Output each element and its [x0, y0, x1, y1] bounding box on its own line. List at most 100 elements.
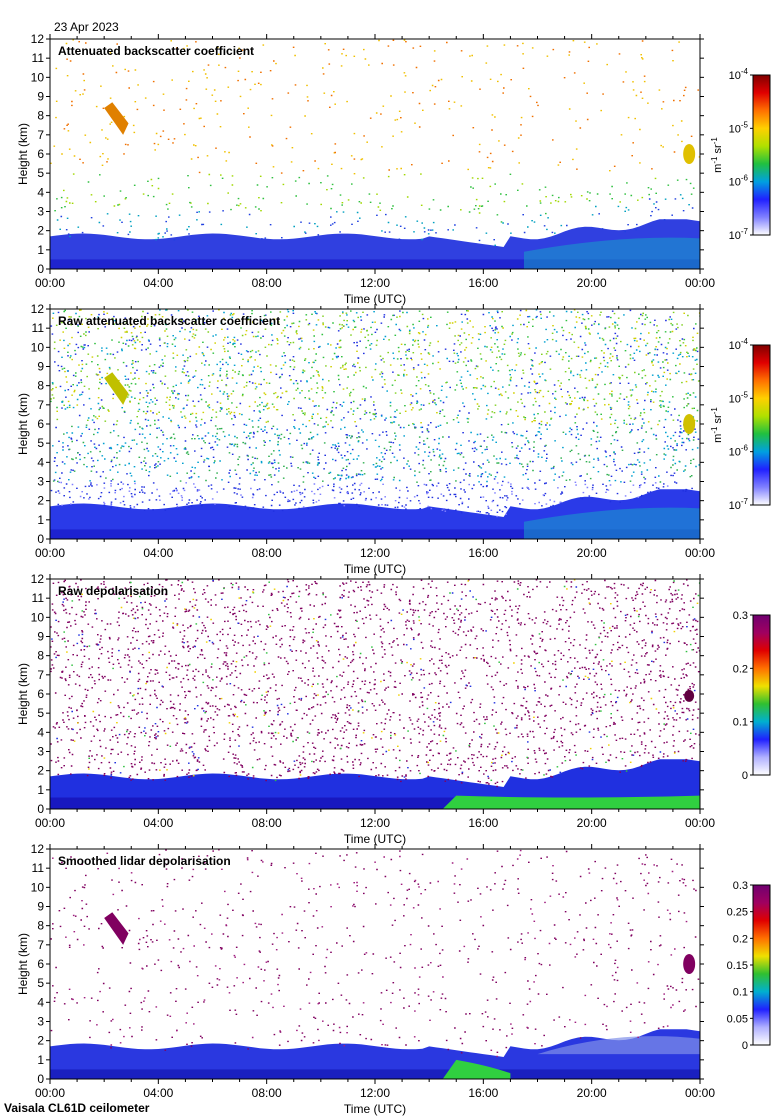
y-tick-label: 6	[37, 687, 44, 701]
y-tick-label: 10	[31, 70, 45, 84]
y-tick-label: 7	[37, 668, 44, 682]
x-tick-label: 04:00	[143, 276, 173, 290]
y-axis-label: Height (km)	[16, 933, 30, 995]
y-tick-label: 9	[37, 360, 44, 374]
y-tick-label: 4	[37, 185, 44, 199]
y-tick-label: 7	[37, 938, 44, 952]
x-tick-label: 00:00	[685, 816, 715, 830]
y-tick-label: 0	[37, 1072, 44, 1086]
y-tick-label: 7	[37, 128, 44, 142]
y-tick-label: 4	[37, 725, 44, 739]
y-tick-label: 12	[31, 572, 45, 586]
colorbar-label: m-1 sr-1	[710, 137, 724, 173]
y-tick-label: 11	[32, 591, 45, 605]
y-tick-label: 1	[37, 513, 44, 527]
surface-layer	[50, 797, 700, 809]
panel-3: Raw depolarisation0123456789101112Height…	[16, 572, 771, 846]
colorbar: 0.3 0.2 0.1 0	[733, 610, 771, 782]
y-tick-label: 0	[37, 262, 44, 276]
x-tick-label: 00:00	[35, 1086, 65, 1100]
y-tick-label: 1	[37, 783, 44, 797]
y-tick-label: 3	[37, 475, 44, 489]
panel-title: Smoothed lidar depolarisation	[58, 854, 231, 868]
y-tick-label: 6	[37, 957, 44, 971]
x-axis-label: Time (UTC)	[344, 832, 406, 846]
colorbar-tick-label: 0.15	[727, 960, 748, 972]
y-tick-label: 9	[37, 630, 44, 644]
x-tick-label: 08:00	[252, 546, 282, 560]
date-label: 23 Apr 2023	[54, 20, 119, 34]
y-tick-label: 12	[31, 302, 45, 316]
y-tick-label: 0	[37, 532, 44, 546]
colorbar-tick-label: 10-6	[729, 444, 749, 459]
x-tick-label: 12:00	[360, 1086, 390, 1100]
surface-layer	[50, 529, 700, 539]
y-tick-label: 4	[37, 995, 44, 1009]
colorbar-tick-label: 10-6	[729, 174, 749, 189]
x-tick-label: 12:00	[360, 546, 390, 560]
y-tick-label: 11	[32, 51, 45, 65]
y-tick-label: 9	[37, 90, 44, 104]
surface-layer	[50, 1069, 700, 1079]
colorbar-tick-label: 10-4	[729, 337, 749, 352]
heatmap-field	[50, 39, 700, 269]
colorbar-tick-label: 10-7	[729, 497, 749, 512]
moist-layer	[523, 507, 700, 539]
colorbar-tick-label: 10-7	[729, 227, 749, 242]
x-tick-label: 04:00	[143, 1086, 173, 1100]
cloud-feature	[683, 414, 696, 434]
colorbar-tick-label: 0.25	[727, 907, 748, 919]
colorbar-tick-label: 10-4	[729, 67, 749, 82]
x-tick-label: 12:00	[360, 816, 390, 830]
boundary-layer	[50, 1029, 700, 1079]
moist-layer	[523, 237, 700, 269]
y-tick-label: 5	[37, 436, 44, 450]
moist-layer	[442, 795, 700, 809]
y-tick-label: 11	[32, 861, 45, 875]
moist-layer	[442, 1059, 511, 1079]
y-tick-label: 10	[31, 880, 45, 894]
y-tick-label: 10	[31, 610, 45, 624]
y-tick-label: 2	[37, 1034, 44, 1048]
y-tick-label: 3	[37, 205, 44, 219]
y-tick-label: 3	[37, 745, 44, 759]
y-tick-label: 1	[37, 1053, 44, 1067]
y-tick-label: 8	[37, 649, 44, 663]
panel-4: Smoothed lidar depolarisation01234567891…	[16, 842, 771, 1116]
y-axis-label: Height (km)	[16, 123, 30, 185]
x-tick-label: 16:00	[468, 546, 498, 560]
panel-title: Raw depolarisation	[58, 584, 168, 598]
panel-title: Raw attenuated backscatter coefficient	[58, 314, 280, 328]
footer-caption: Vaisala CL61D ceilometer	[4, 1101, 150, 1115]
colorbar-tick-label: 0.3	[733, 610, 748, 622]
colorbar-tick-label: 0.3	[733, 880, 748, 892]
colorbar: 10-4 10-5 10-6 10-7 m-1 sr-1	[710, 337, 771, 512]
colorbar-gradient	[752, 344, 771, 506]
y-tick-label: 12	[31, 32, 45, 46]
colorbar-tick-label: 0.2	[733, 663, 748, 675]
colorbar-tick-label: 0.1	[733, 987, 748, 999]
y-tick-label: 8	[37, 919, 44, 933]
y-tick-label: 5	[37, 976, 44, 990]
panel-title: Attenuated backscatter coefficient	[58, 44, 254, 58]
y-tick-label: 5	[37, 706, 44, 720]
y-tick-label: 2	[37, 494, 44, 508]
panel-1: Attenuated backscatter coefficient 0 12 3 4 5…	[16, 32, 771, 306]
x-tick-label: 20:00	[577, 276, 607, 290]
y-tick-label: 2	[37, 764, 44, 778]
y-tick-label: 6	[37, 147, 44, 161]
x-tick-label: 00:00	[685, 1086, 715, 1100]
colorbar-tick-label: 0	[742, 770, 748, 782]
heatmap-field	[50, 309, 700, 539]
x-tick-label: 00:00	[685, 276, 715, 290]
cloud-feature	[683, 144, 696, 164]
colorbar-tick-label: 10-5	[729, 120, 749, 135]
colorbar: 10-4 10-5 10-6 10-7 m-1 sr-1	[710, 67, 771, 242]
y-tick-label: 5	[37, 166, 44, 180]
x-tick-label: 00:00	[685, 546, 715, 560]
panel-2: Raw attenuated backscatter coefficient 0 1…	[16, 302, 771, 576]
colorbar-tick-label: 0.05	[727, 1013, 748, 1025]
aerosol-layer	[537, 1036, 700, 1055]
x-tick-label: 20:00	[577, 546, 607, 560]
x-tick-label: 16:00	[468, 1086, 498, 1100]
